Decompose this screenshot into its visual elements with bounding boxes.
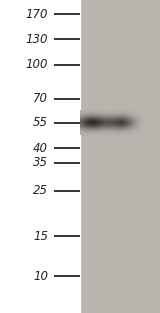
Text: 10: 10 xyxy=(33,269,48,283)
Text: 35: 35 xyxy=(33,156,48,169)
Bar xyxy=(0,0,80,313)
Text: 15: 15 xyxy=(33,230,48,243)
Text: 100: 100 xyxy=(25,58,48,71)
Text: 70: 70 xyxy=(33,92,48,105)
Text: 25: 25 xyxy=(33,184,48,198)
Text: 40: 40 xyxy=(33,141,48,155)
Bar xyxy=(80,0,160,313)
Text: 130: 130 xyxy=(25,33,48,46)
Text: 55: 55 xyxy=(33,116,48,129)
Text: 170: 170 xyxy=(25,8,48,21)
